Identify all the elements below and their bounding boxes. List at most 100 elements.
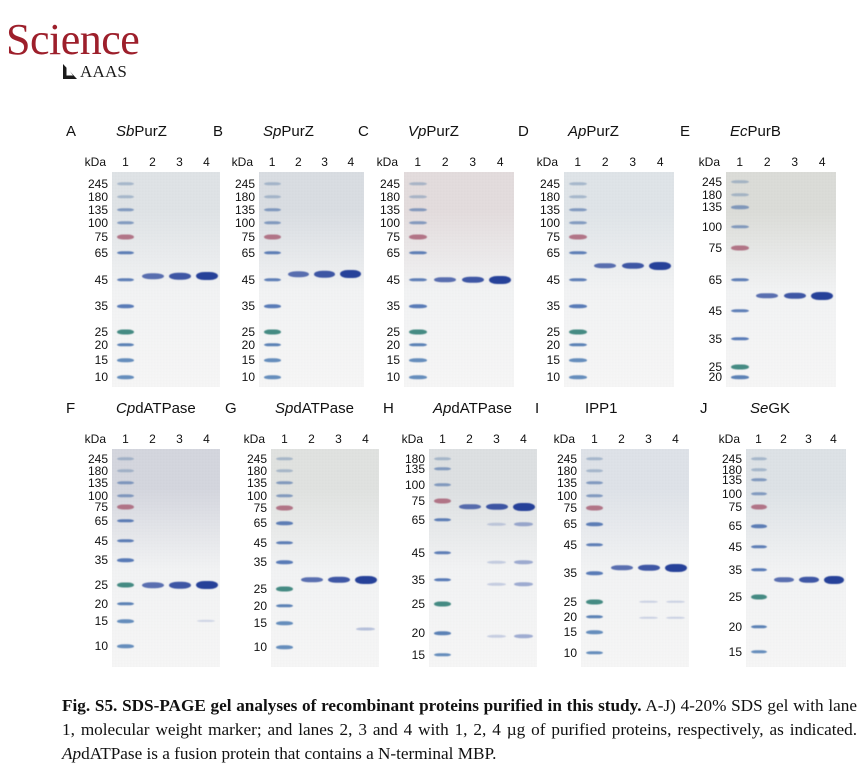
marker-label-15kda: 15 — [253, 616, 267, 631]
lane-number-3: 3 — [176, 155, 183, 169]
lane-number-4: 4 — [362, 432, 369, 446]
marker-label-10kda: 10 — [94, 639, 108, 654]
protein-name: PurZ — [134, 123, 167, 140]
ladder-band-65kda — [117, 250, 134, 255]
degradation-band-lane4-3 — [514, 634, 533, 639]
panel-title-g: SpdATPase — [275, 401, 354, 416]
ladder-band-35kda — [586, 571, 603, 575]
marker-label-180kda: 180 — [556, 463, 577, 478]
marker-label-20kda: 20 — [728, 619, 742, 634]
lane-number-4: 4 — [520, 432, 527, 446]
marker-label-10kda: 10 — [241, 370, 255, 385]
ladder-band-180kda — [409, 195, 427, 199]
ladder-band-10kda — [264, 375, 281, 380]
ladder-band-180kda — [434, 457, 451, 461]
panel-letter-h: H — [383, 400, 394, 417]
gel-grain-texture — [112, 449, 220, 667]
ladder-band-100kda — [586, 494, 603, 498]
marker-label-135kda: 135 — [539, 202, 560, 217]
marker-label-65kda: 65 — [386, 245, 400, 260]
sample-band-lane4 — [649, 261, 671, 270]
marker-label-35kda: 35 — [386, 299, 400, 314]
ladder-band-135kda — [569, 207, 587, 212]
ladder-band-245kda — [569, 182, 587, 186]
kda-header: kDa — [401, 432, 423, 446]
ladder-band-135kda — [731, 205, 749, 210]
marker-label-35kda: 35 — [728, 562, 742, 577]
ladder-band-75kda — [409, 234, 427, 239]
marker-label-35kda: 35 — [708, 331, 722, 346]
protein-name: dATPase — [293, 400, 354, 417]
marker-label-135kda: 135 — [379, 202, 400, 217]
gel-panel-b: B SpPurZ kDa 1 2 3 4 245 180 135 100 75 65 45 35 25 20 15… — [213, 124, 370, 393]
kda-header: kDa — [718, 432, 740, 446]
marker-label-45kda: 45 — [253, 535, 267, 550]
ladder-band-100kda — [117, 220, 134, 225]
marker-label-65kda: 65 — [728, 519, 742, 534]
ladder-band-135kda — [117, 481, 134, 485]
gel-image-h — [429, 449, 537, 667]
ladder-band-180kda — [751, 468, 767, 472]
ladder-band-75kda — [264, 234, 281, 239]
ladder-band-75kda — [434, 498, 451, 504]
ladder-band-245kda — [731, 179, 749, 184]
ladder-band-45kda — [409, 277, 427, 282]
lane-number-2: 2 — [149, 155, 156, 169]
panel-letter-g: G — [225, 400, 237, 417]
marker-label-20kda: 20 — [94, 596, 108, 611]
ladder-band-180kda — [264, 195, 281, 199]
minor-band-lane4-0 — [666, 600, 685, 603]
marker-label-75kda: 75 — [253, 500, 267, 515]
marker-label-65kda: 65 — [253, 516, 267, 531]
marker-label-75kda: 75 — [94, 499, 108, 514]
marker-label-100kda: 100 — [246, 488, 267, 503]
protein-name: IPP1 — [585, 400, 618, 417]
sample-band-lane4 — [513, 502, 535, 511]
ladder-band-100kda — [409, 220, 427, 225]
marker-label-245kda: 245 — [87, 176, 108, 191]
protein-name: PurZ — [426, 123, 459, 140]
lane-number-2: 2 — [295, 155, 302, 169]
kda-header: kDa — [698, 155, 720, 169]
ladder-band-75kda — [731, 245, 749, 251]
marker-label-180kda: 180 — [721, 462, 742, 477]
lane-number-1: 1 — [591, 432, 598, 446]
marker-label-100kda: 100 — [404, 477, 425, 492]
sample-band-lane2 — [594, 262, 616, 269]
ladder-band-25kda — [569, 329, 587, 335]
sample-band-lane3 — [169, 582, 191, 589]
sample-band-lane2 — [142, 273, 164, 280]
marker-label-135kda: 135 — [404, 461, 425, 476]
marker-label-15kda: 15 — [563, 625, 577, 640]
gel-image-j — [746, 449, 846, 667]
species-prefix: Sp — [263, 123, 282, 140]
ladder-band-245kda — [264, 182, 281, 186]
ladder-band-180kda — [586, 469, 603, 473]
protein-name: PurZ — [586, 123, 619, 140]
ladder-band-180kda — [117, 195, 134, 199]
lane-number-4: 4 — [818, 155, 826, 169]
lane-number-3: 3 — [645, 432, 652, 446]
species-prefix: Ap — [568, 123, 587, 140]
marker-label-65kda: 65 — [708, 272, 722, 287]
sample-band-lane4 — [824, 575, 844, 584]
lane-number-2: 2 — [466, 432, 473, 446]
sample-band-lane2 — [459, 504, 481, 510]
degradation-band-lane3-3 — [487, 635, 506, 638]
marker-label-180kda: 180 — [701, 187, 722, 202]
protein-name: dATPase — [135, 400, 196, 417]
gel-image-b — [259, 172, 364, 387]
marker-label-45kda: 45 — [563, 537, 577, 552]
ladder-band-75kda — [569, 234, 587, 239]
marker-label-100kda: 100 — [379, 215, 400, 230]
ladder-band-100kda — [751, 491, 767, 496]
marker-label-25kda: 25 — [241, 325, 255, 340]
protein-name: PurZ — [281, 123, 314, 140]
lane-number-2: 2 — [441, 155, 449, 169]
aaas-text: AAAS — [80, 62, 128, 81]
sample-band-lane3 — [486, 503, 508, 511]
lane-number-3: 3 — [629, 155, 637, 169]
ladder-band-20kda — [434, 631, 451, 635]
panel-letter-i: I — [535, 400, 540, 417]
marker-label-20kda: 20 — [241, 338, 255, 353]
